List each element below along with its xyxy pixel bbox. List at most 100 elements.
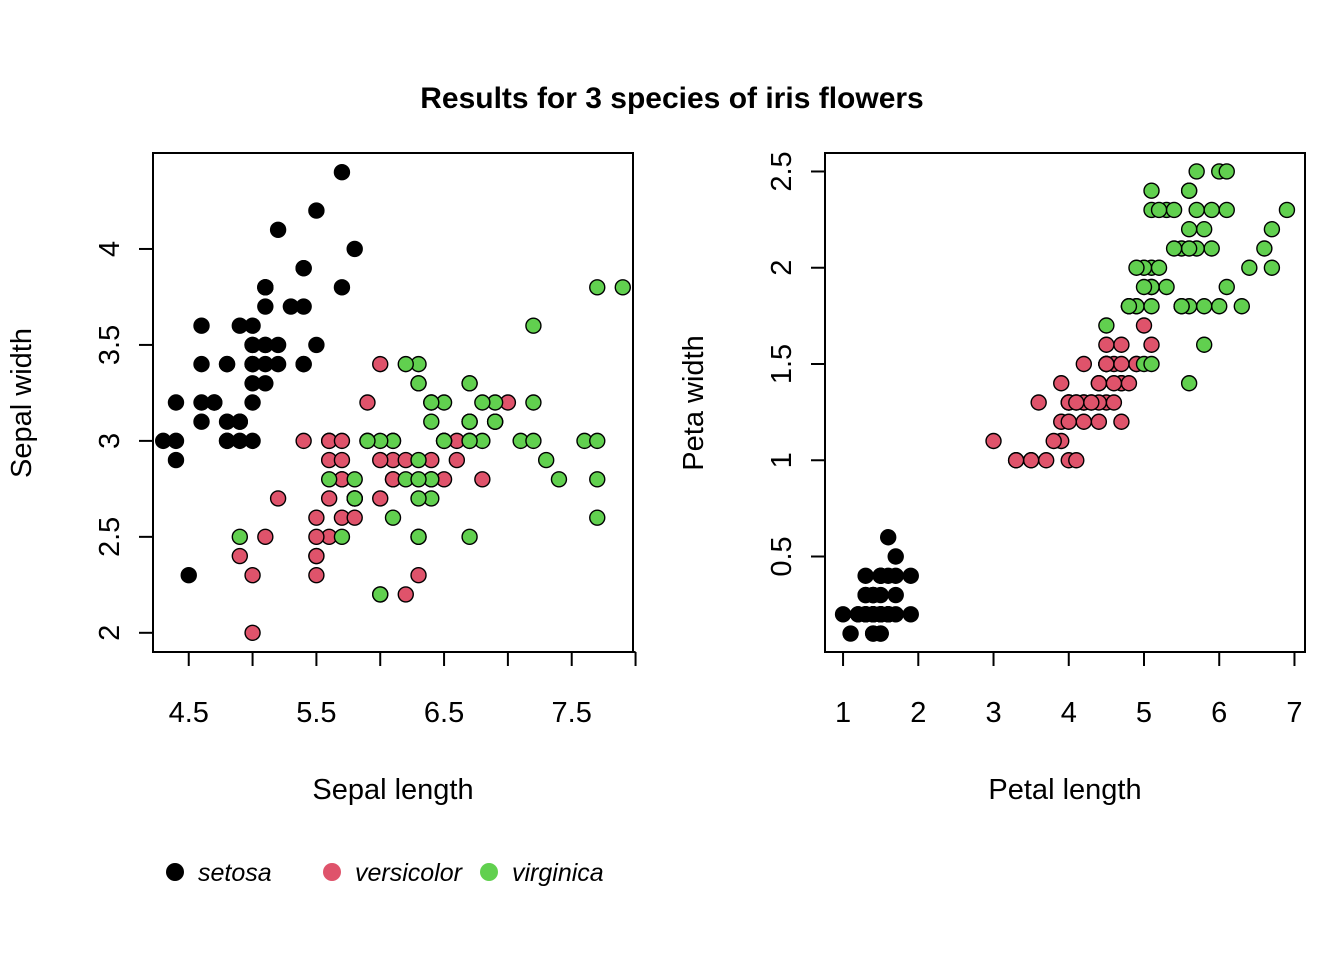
point-versicolor (1098, 336, 1115, 353)
point-setosa (887, 548, 904, 565)
y-tick-label: 2 (766, 260, 798, 276)
point-versicolor (333, 432, 351, 450)
point-versicolor (269, 490, 287, 507)
point-versicolor (985, 432, 1002, 450)
point-virginica (1135, 278, 1153, 296)
y-tick-label: 3 (94, 433, 126, 449)
point-virginica (346, 490, 363, 507)
point-setosa (244, 394, 261, 411)
petal-axes: 1 2 3 4 5 6 7 0.5 1 1.5 2 2.5 (766, 151, 1303, 729)
point-setosa (872, 567, 889, 584)
point-virginica (1120, 298, 1138, 315)
point-virginica (474, 394, 491, 411)
point-versicolor (1022, 452, 1040, 469)
y-tick-label: 4 (94, 241, 126, 257)
point-versicolor (1030, 394, 1047, 411)
x-tick-label: 7 (1286, 697, 1302, 729)
y-tick-label: 2.5 (94, 517, 126, 557)
legend: setosa versicolor virginica (166, 859, 604, 887)
point-virginica (614, 279, 631, 296)
point-virginica (1165, 201, 1183, 219)
point-virginica (346, 471, 363, 488)
point-virginica (525, 317, 542, 334)
point-setosa (231, 413, 249, 430)
point-setosa (295, 259, 312, 277)
point-versicolor (448, 451, 466, 469)
point-virginica (537, 451, 555, 469)
point-virginica (1150, 259, 1168, 276)
y-tick-label: 1 (766, 452, 798, 468)
point-versicolor (1113, 413, 1130, 430)
point-virginica (589, 432, 606, 450)
point-versicolor (308, 509, 325, 526)
point-versicolor (1113, 355, 1130, 373)
x-tick-label: 6.5 (424, 697, 464, 729)
point-versicolor (346, 509, 363, 526)
point-versicolor (320, 490, 338, 507)
point-virginica (410, 528, 427, 546)
point-virginica (410, 471, 427, 488)
point-setosa (269, 336, 287, 354)
legend-item-setosa: setosa (166, 859, 272, 887)
point-virginica (1195, 221, 1213, 238)
x-tick-label: 4.5 (169, 697, 209, 729)
point-versicolor (1135, 317, 1153, 334)
y-tick-label: 2.5 (766, 151, 798, 191)
point-virginica (1203, 240, 1220, 257)
x-tick-label: 2 (910, 697, 926, 729)
legend-item-versicolor: versicolor (323, 859, 464, 887)
x-tick-label: 4 (1061, 697, 1077, 729)
point-setosa (218, 355, 236, 373)
point-virginica (1218, 278, 1235, 296)
point-virginica (1233, 298, 1251, 315)
point-versicolor (372, 355, 389, 373)
point-setosa (864, 586, 882, 604)
point-setosa (244, 432, 261, 450)
x-tick-label: 5.5 (296, 697, 336, 729)
point-setosa (180, 567, 197, 584)
point-virginica (1158, 278, 1175, 296)
point-virginica (1195, 336, 1213, 353)
plot-frame (152, 152, 634, 653)
point-virginica (1218, 163, 1235, 180)
point-virginica (1143, 355, 1160, 373)
point-virginica (372, 586, 389, 603)
x-axis-label: Petal length (988, 774, 1141, 806)
point-setosa (193, 355, 210, 373)
point-virginica (1188, 163, 1205, 180)
point-virginica (525, 394, 542, 411)
point-virginica (435, 432, 453, 450)
point-setosa (902, 567, 919, 584)
sepal-points (155, 163, 631, 642)
point-versicolor (1075, 413, 1093, 430)
point-setosa (857, 567, 874, 584)
point-virginica (423, 413, 440, 430)
point-versicolor (1090, 413, 1108, 430)
point-virginica (1180, 221, 1198, 238)
point-versicolor (1075, 355, 1093, 373)
point-virginica (486, 413, 504, 430)
petal-panel: 1 2 3 4 5 6 7 0.5 1 1.5 2 2.5 Petal length Peta wid… (678, 151, 1306, 806)
point-virginica (525, 432, 542, 450)
legend-swatch (166, 863, 184, 881)
point-setosa (193, 394, 210, 411)
point-setosa (887, 586, 904, 604)
point-versicolor (231, 547, 249, 565)
sepal-axes: 4.5 5.5 6.5 7.5 2 2.5 3 3.5 4 (94, 241, 637, 729)
point-setosa (879, 529, 897, 546)
point-versicolor (1053, 375, 1070, 392)
point-setosa (193, 317, 210, 334)
point-virginica (1150, 201, 1168, 219)
chart-title: Results for 3 species of iris flowers (420, 82, 924, 115)
point-versicolor (1105, 394, 1123, 411)
point-virginica (1218, 201, 1235, 219)
point-setosa (864, 625, 882, 642)
point-virginica (1278, 201, 1296, 219)
x-tick-label: 6 (1211, 697, 1227, 729)
point-virginica (1188, 201, 1205, 219)
point-virginica (1173, 298, 1190, 315)
point-virginica (320, 471, 338, 488)
x-tick-label: 7.5 (552, 697, 592, 729)
point-versicolor (397, 586, 414, 603)
